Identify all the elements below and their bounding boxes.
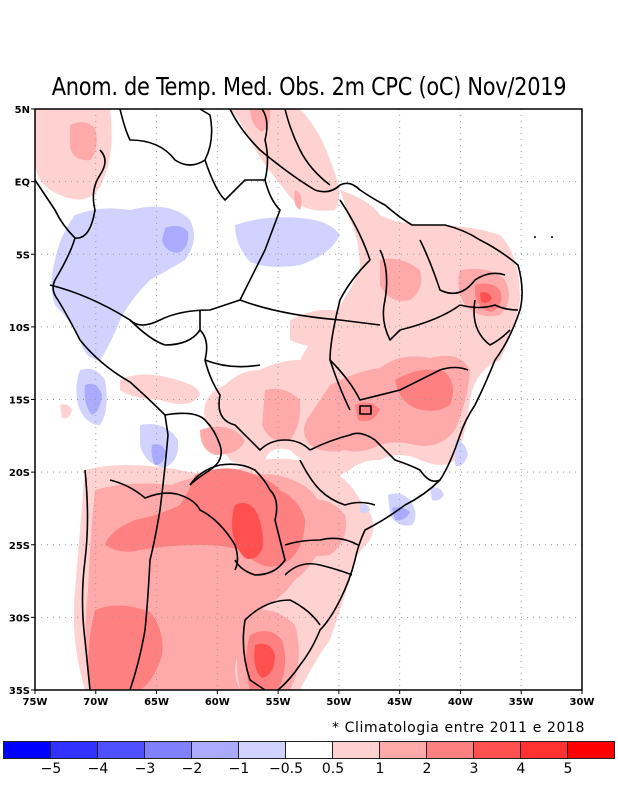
- color-bar-segment: [568, 742, 614, 758]
- border-sc-rs: [284, 562, 353, 576]
- lat-tick-label: 5S: [16, 250, 30, 261]
- border-uruguay-north: [244, 599, 321, 626]
- color-bar: [3, 741, 615, 759]
- island-fernando-de-noronha: [534, 236, 536, 238]
- lon-tick-label: 70W: [83, 697, 108, 708]
- color-bar-label: −2: [181, 761, 203, 777]
- island-atol-das-rocas: [551, 236, 553, 238]
- color-bar-segment: [192, 742, 239, 758]
- border-alagoas-sergipe: [473, 299, 511, 346]
- border-amapa: [284, 108, 331, 186]
- color-bar-label: 3: [469, 761, 479, 777]
- map-title: Anom. de Temp. Med. Obs. 2m CPC (oC) Nov…: [51, 72, 567, 101]
- lat-tick-label: 10S: [9, 323, 30, 334]
- lon-tick-label: 45W: [387, 697, 412, 708]
- color-bar-segment: [239, 742, 286, 758]
- lat-tick-label: 30S: [9, 613, 30, 624]
- anomaly-field: [35, 109, 520, 690]
- border-bolivia-south: [164, 412, 223, 486]
- border-pernambuco: [459, 304, 519, 311]
- border-chile-argentina: [81, 469, 91, 691]
- border-minas-gerais: [309, 432, 441, 483]
- lat-tick-label: 15S: [9, 396, 30, 407]
- lat-tick-label: 35S: [9, 686, 30, 697]
- border-tocantins: [329, 199, 371, 411]
- lon-tick-label: 40W: [448, 697, 473, 708]
- border-guianas: [261, 108, 269, 181]
- border-argentina-north: [109, 479, 239, 571]
- lat-tick-label: 25S: [9, 541, 30, 552]
- border-sao-paulo: [299, 459, 376, 506]
- color-bar-label: 1: [375, 761, 385, 777]
- color-bar-label: 5: [563, 761, 573, 777]
- lon-tick-label: 35W: [509, 697, 534, 708]
- color-bar-segment: [286, 742, 333, 758]
- border-amazonas: [129, 159, 281, 326]
- color-bar-label: 2: [422, 761, 432, 777]
- border-mato-grosso: [199, 310, 311, 451]
- pacific-coastline: [34, 179, 169, 691]
- border-colombia: [74, 149, 106, 239]
- color-bar-segment: [51, 742, 98, 758]
- color-bar-label: −3: [134, 761, 156, 777]
- color-bar-label: −0.5: [269, 761, 303, 777]
- border-parana-sc: [284, 537, 359, 546]
- color-bar-label: −5: [40, 761, 62, 777]
- lon-tick-label: 30W: [570, 697, 595, 708]
- anomaly-band-3-4: [232, 292, 492, 678]
- lat-tick-label: 20S: [9, 468, 30, 479]
- border-bahia-goias: [329, 359, 469, 401]
- border-para-mt: [239, 299, 381, 326]
- color-bar-label: −4: [87, 761, 109, 777]
- color-bar-segment: [98, 742, 145, 758]
- color-bar-label: 4: [516, 761, 526, 777]
- color-bar-segment: [521, 742, 568, 758]
- climatology-note: * Climatologia entre 2011 e 2018: [332, 720, 585, 736]
- border-bolivia-north: [164, 329, 201, 346]
- color-bar-label: −1: [228, 761, 250, 777]
- lon-tick-label: 50W: [326, 697, 351, 708]
- country-borders: [34, 108, 523, 691]
- color-bar-label: 0.5: [321, 761, 345, 777]
- lat-tick-label: 5N: [15, 105, 30, 116]
- border-federal-district: [359, 405, 372, 415]
- color-bar-segment: [4, 742, 51, 758]
- color-bar-segment: [380, 742, 427, 758]
- border-peru-brazil: [49, 284, 166, 346]
- lat-tick-label: EQ: [15, 178, 30, 189]
- atlantic-coastline: [229, 108, 523, 691]
- color-bar-segment: [474, 742, 521, 758]
- border-maranhao-piaui: [379, 249, 461, 341]
- lon-tick-label: 60W: [205, 697, 230, 708]
- border-ceara: [419, 239, 506, 295]
- color-bar-segment: [427, 742, 474, 758]
- border-goias-mt: [204, 359, 261, 368]
- border-paraguay: [189, 463, 286, 576]
- color-bar-segment: [333, 742, 380, 758]
- border-venezuela: [119, 108, 213, 166]
- lon-tick-label: 75W: [23, 697, 48, 708]
- color-bar-segment: [145, 742, 192, 758]
- grid-lines: [35, 109, 582, 690]
- border-uruguay-west: [242, 619, 266, 691]
- lon-tick-label: 65W: [144, 697, 169, 708]
- lon-tick-label: 55W: [266, 697, 291, 708]
